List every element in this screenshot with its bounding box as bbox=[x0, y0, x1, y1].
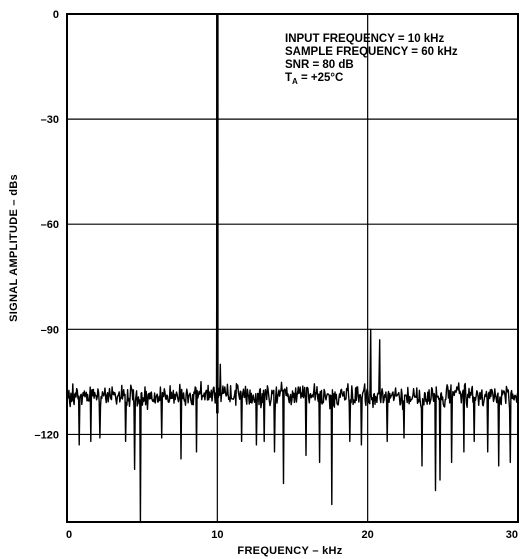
annotation-temperature-main: T bbox=[285, 72, 292, 84]
y-tick-label: 0 bbox=[53, 9, 59, 21]
y-tick-label: –120 bbox=[35, 429, 59, 441]
x-tick-label: 0 bbox=[66, 529, 72, 541]
spectrum-line bbox=[66, 13, 519, 523]
y-tick-label: –60 bbox=[41, 219, 59, 231]
annotation-sample-frequency: SAMPLE FREQUENCY = 60 kHz bbox=[285, 46, 458, 58]
x-tick-label: 20 bbox=[362, 529, 374, 541]
annotation-temperature-sub: A bbox=[292, 77, 298, 86]
plot-frame bbox=[66, 13, 519, 523]
annotation-input-frequency: INPUT FREQUENCY = 10 kHz bbox=[285, 33, 444, 45]
y-axis-title: SIGNAL AMPLITUDE – dBs bbox=[8, 174, 20, 322]
y-tick-label: –90 bbox=[41, 324, 59, 336]
annotation-temperature-rest: = +25°C bbox=[298, 72, 344, 84]
annotation-snr: SNR = 80 dB bbox=[285, 59, 354, 71]
x-axis-title: FREQUENCY – kHz bbox=[237, 545, 342, 557]
y-axis-ticks: 0 –30 –60 –90 –120 bbox=[35, 9, 59, 441]
x-tick-label: 30 bbox=[506, 529, 518, 541]
x-tick-label: 10 bbox=[211, 529, 223, 541]
spectrum-trace bbox=[66, 13, 519, 523]
x-axis-ticks: 0 10 20 30 bbox=[66, 529, 518, 541]
annotation-block: INPUT FREQUENCY = 10 kHz SAMPLE FREQUENC… bbox=[285, 33, 458, 86]
y-tick-label: –30 bbox=[41, 114, 59, 126]
annotation-temperature: TA = +25°C bbox=[285, 72, 343, 86]
